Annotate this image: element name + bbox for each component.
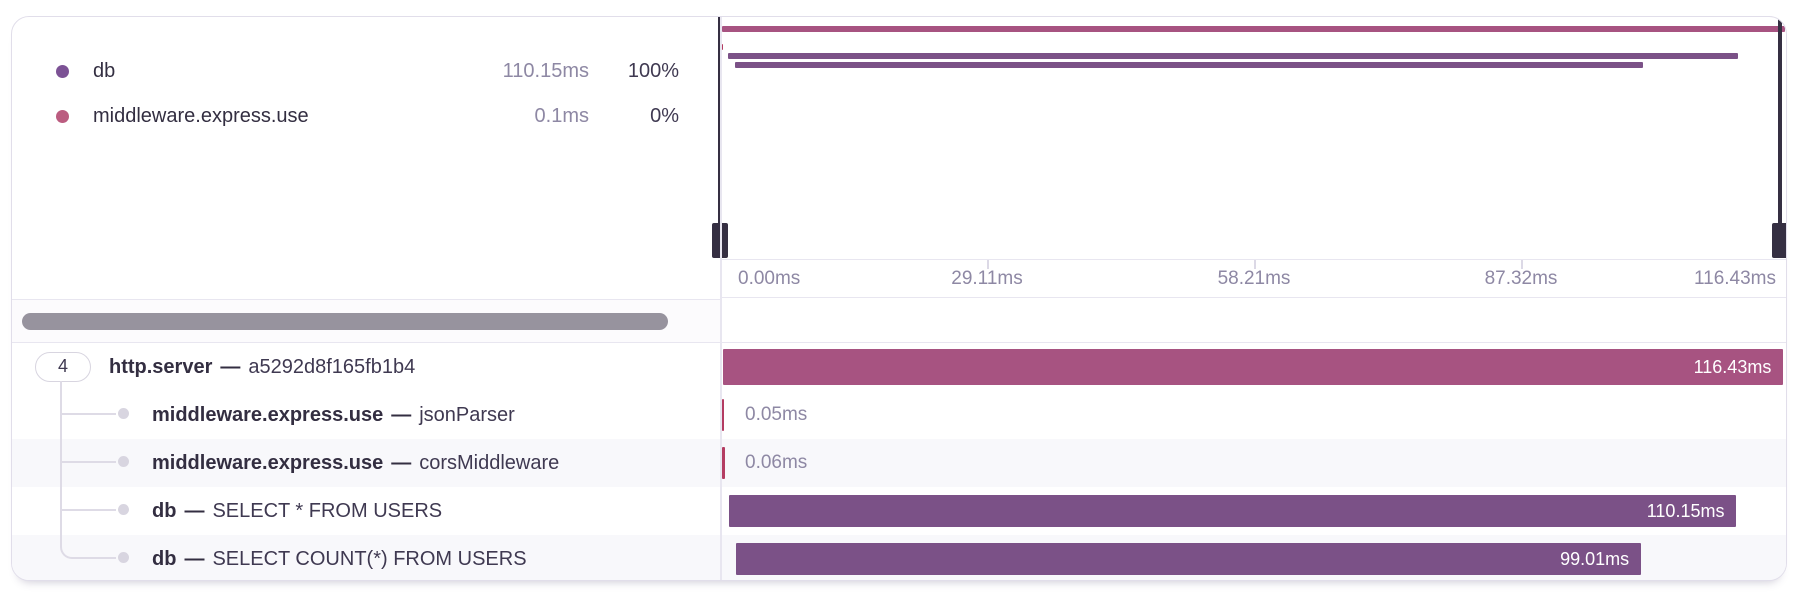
span-op: http.server xyxy=(109,355,213,378)
span-waterfall: 4 http.server — a5292d8f165fb1b4 116.43m… xyxy=(12,342,1786,580)
separator-dash: — xyxy=(184,547,205,570)
minimap-bar-select-users xyxy=(728,53,1739,59)
span-duration-bar[interactable] xyxy=(722,447,725,479)
minimap-bar-select-count xyxy=(734,62,1643,68)
legend-op-duration: 0.1ms xyxy=(534,105,589,127)
trace-card: db 110.15ms 100% middleware.express.use … xyxy=(11,16,1787,581)
span-bar-track: 116.43ms xyxy=(721,343,1786,391)
span-info: db — SELECT * FROM USERS xyxy=(12,487,860,535)
axis-tick xyxy=(1521,260,1523,269)
span-list-scrollbar-thumb[interactable] xyxy=(22,313,668,330)
span-description: jsonParser xyxy=(419,403,515,426)
axis-label-0: 0.00ms xyxy=(738,268,801,289)
span-description: SELECT * FROM USERS xyxy=(212,499,443,522)
span-description: SELECT COUNT(*) FROM USERS xyxy=(212,547,527,570)
span-duration-label: 116.43ms xyxy=(1693,356,1772,377)
legend-op-percent: 0% xyxy=(650,105,679,127)
span-op: db xyxy=(152,499,177,522)
child-count-badge[interactable]: 4 xyxy=(35,352,91,382)
span-row-jsonparser[interactable]: middleware.express.use — jsonParser 0.05… xyxy=(12,391,1786,439)
span-duration-bar[interactable] xyxy=(722,399,725,431)
span-bar-track: 110.15ms xyxy=(721,487,1786,535)
legend-op-label: db xyxy=(93,60,116,82)
separator-dash: — xyxy=(391,403,412,426)
separator-dash: — xyxy=(184,499,205,522)
minimap-bar-http-server xyxy=(722,26,1786,32)
minimap-bar-corsmiddleware xyxy=(721,44,724,50)
span-duration-label: 110.15ms xyxy=(1646,500,1725,521)
span-duration-bar[interactable]: 116.43ms xyxy=(723,349,1784,385)
span-row-corsmiddleware[interactable]: middleware.express.use — corsMiddleware … xyxy=(12,439,1786,487)
minimap-span-bars xyxy=(720,17,1786,259)
span-info: 4 http.server — a5292d8f165fb1b4 xyxy=(12,343,817,391)
span-list-scrollbar-track[interactable] xyxy=(12,299,720,342)
legend-op-percent: 100% xyxy=(627,60,679,82)
axis-tick xyxy=(1254,260,1256,269)
axis-label-3: 87.32ms xyxy=(1484,268,1558,289)
span-duration-bar[interactable]: 99.01ms xyxy=(735,543,1642,575)
span-duration-label: 0.05ms xyxy=(745,404,808,425)
separator-dash: — xyxy=(220,355,241,378)
span-description: corsMiddleware xyxy=(419,451,560,474)
middleware-color-dot xyxy=(56,110,69,123)
ops-breakdown-legend: db 110.15ms 100% middleware.express.use … xyxy=(12,17,720,299)
span-duration-label: 0.06ms xyxy=(745,452,808,473)
legend-op-duration: 110.15ms xyxy=(502,60,589,82)
span-row-select-count[interactable]: db — SELECT COUNT(*) FROM USERS 99.01ms xyxy=(12,535,1786,580)
axis-label-1: 29.11ms xyxy=(951,268,1023,289)
span-info: middleware.express.use — corsMiddleware xyxy=(12,439,860,487)
span-op: db xyxy=(152,547,177,570)
span-bar-track: 99.01ms xyxy=(721,535,1786,580)
legend-op-label: middleware.express.use xyxy=(93,105,309,127)
time-axis: 0.00ms 29.11ms 58.21ms 87.32ms 116.43ms xyxy=(720,259,1786,298)
span-bar-track: 0.06ms xyxy=(721,439,1786,487)
span-op: middleware.express.use xyxy=(152,403,384,426)
legend-item-middleware[interactable]: middleware.express.use 0.1ms 0% xyxy=(12,102,720,130)
trace-minimap[interactable] xyxy=(712,17,1786,259)
span-description: a5292d8f165fb1b4 xyxy=(248,355,416,378)
span-row-http-server[interactable]: 4 http.server — a5292d8f165fb1b4 116.43m… xyxy=(12,343,1786,391)
span-op: middleware.express.use xyxy=(152,451,384,474)
viewport-right-edge[interactable] xyxy=(1778,17,1782,258)
span-info: db — SELECT COUNT(*) FROM USERS xyxy=(12,535,860,580)
separator-dash: — xyxy=(391,451,412,474)
db-color-dot xyxy=(56,65,69,78)
span-duration-bar[interactable]: 110.15ms xyxy=(728,495,1737,527)
viewport-right-drag-handle[interactable] xyxy=(1772,223,1786,258)
span-bar-track: 0.05ms xyxy=(721,391,1786,439)
axis-label-2: 58.21ms xyxy=(1217,268,1291,289)
span-row-select-users[interactable]: db — SELECT * FROM USERS 110.15ms xyxy=(12,487,1786,535)
span-duration-label: 99.01ms xyxy=(1560,548,1630,569)
span-info: middleware.express.use — jsonParser xyxy=(12,391,860,439)
legend-item-db[interactable]: db 110.15ms 100% xyxy=(12,57,720,85)
axis-tick xyxy=(987,260,989,269)
panel-divider xyxy=(720,17,722,580)
axis-label-4: 116.43ms xyxy=(1693,268,1776,289)
